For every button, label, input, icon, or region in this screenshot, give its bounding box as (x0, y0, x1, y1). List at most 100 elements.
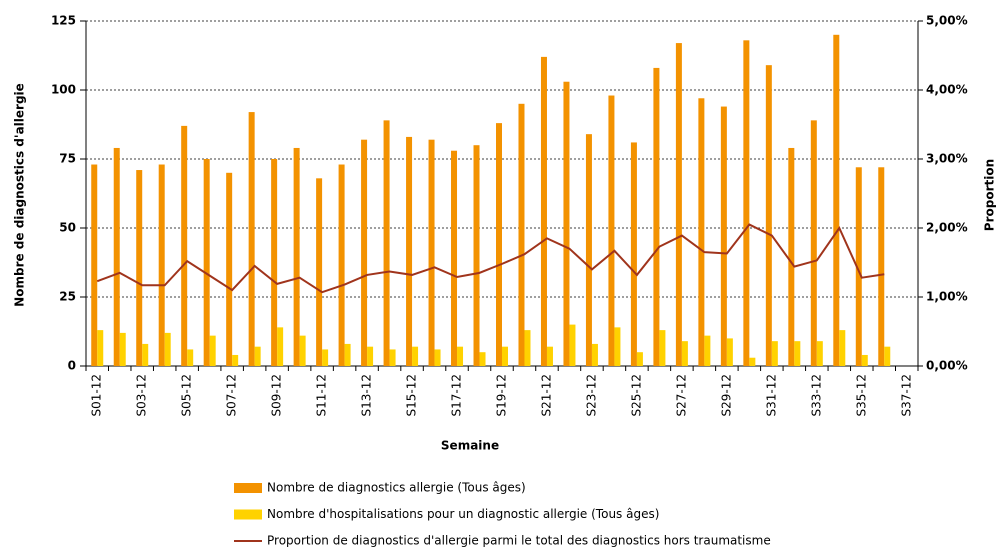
bar (406, 136, 413, 366)
legend-swatch (234, 509, 262, 520)
y-tick-label: 0 (68, 359, 76, 373)
bar (299, 335, 306, 366)
x-tick-label: S03-12 (135, 374, 149, 417)
bar (698, 98, 705, 366)
x-tick-label: S37-12 (899, 374, 913, 417)
bar (810, 120, 817, 366)
bar (457, 346, 464, 366)
bar (630, 142, 637, 366)
bar (816, 341, 823, 366)
bar (277, 327, 284, 366)
bar (209, 335, 216, 366)
bar (636, 352, 643, 366)
bar (614, 327, 621, 366)
x-tick-label: S23-12 (584, 374, 598, 417)
x-tick-label: S11-12 (315, 374, 329, 417)
bar (743, 40, 750, 366)
bar (344, 343, 351, 366)
bar (771, 341, 778, 366)
x-tick-label: S25-12 (629, 374, 643, 417)
bar (502, 346, 508, 366)
bar (659, 330, 666, 366)
bar (164, 332, 171, 366)
line (96, 223, 885, 294)
x-tick-label: S31-12 (764, 374, 778, 417)
bar (434, 349, 441, 366)
bar (496, 123, 502, 367)
bar (524, 330, 531, 366)
bar (271, 159, 278, 366)
y2-tick-label: 3,00% (926, 152, 968, 166)
y2-axis-label: Proportion (983, 159, 997, 231)
legend-label: Nombre d'hospitalisations pour un diagno… (267, 507, 659, 521)
bar (546, 346, 553, 366)
bar (412, 346, 419, 366)
bar (878, 167, 885, 366)
bar (563, 81, 570, 366)
x-tick-label: S17-12 (450, 374, 464, 417)
x-tick-label: S13-12 (360, 374, 374, 417)
x-tick-label: S07-12 (225, 374, 239, 417)
bar (428, 139, 435, 366)
legend-swatch (234, 483, 262, 493)
bar (749, 357, 756, 366)
x-tick-label: S19-12 (495, 374, 509, 417)
x-tick-label: S33-12 (809, 374, 823, 417)
x-tick-label: S05-12 (180, 374, 194, 417)
bar (591, 343, 598, 366)
y-tick-label: 25 (59, 290, 76, 304)
bar (451, 150, 458, 366)
bar (181, 125, 188, 366)
bar (361, 139, 368, 366)
x-tick-label: S27-12 (674, 374, 688, 417)
bar (91, 164, 98, 366)
x-tick-label: S15-12 (405, 374, 419, 417)
bar (861, 354, 868, 366)
bar (136, 170, 143, 366)
bar (794, 341, 801, 366)
bar (389, 349, 396, 366)
bar (226, 172, 233, 366)
legend-label: Nombre de diagnostics allergie (Tous âge… (267, 481, 526, 495)
y2-tick-label: 0,00% (926, 359, 968, 373)
y-tick-label: 125 (51, 14, 76, 28)
x-axis-label: Semaine (441, 439, 499, 453)
x-tick-label: S09-12 (270, 374, 284, 417)
bar (788, 147, 795, 366)
bar (293, 147, 300, 366)
bar (704, 335, 711, 366)
x-tick-label: S21-12 (539, 374, 553, 417)
bar (608, 95, 615, 367)
legend-label: Proportion de diagnostics d'allergie par… (267, 534, 771, 547)
bar (720, 106, 727, 366)
bar (518, 103, 525, 367)
y2-tick-label: 1,00% (926, 290, 968, 304)
y-tick-label: 100 (51, 83, 76, 97)
bar (383, 120, 390, 366)
y2-tick-label: 2,00% (926, 221, 968, 235)
bar (248, 112, 255, 366)
bar (97, 330, 104, 366)
bar (585, 134, 592, 366)
y-tick-label: 75 (59, 152, 76, 166)
bar (479, 352, 486, 366)
bar (473, 145, 480, 366)
bar (158, 164, 165, 366)
bar (675, 43, 682, 367)
bar (113, 147, 120, 366)
x-tick-label: S35-12 (854, 374, 868, 417)
y2-tick-label: 5,00% (926, 14, 968, 28)
bar (726, 338, 733, 366)
bar (765, 65, 772, 366)
bar (119, 332, 126, 366)
y2-tick-label: 4,00% (926, 83, 968, 97)
bar (833, 34, 840, 367)
bar (884, 346, 891, 366)
bar (367, 346, 374, 366)
bar (232, 354, 239, 366)
bar (316, 178, 323, 366)
bar (540, 56, 547, 366)
bar (142, 343, 149, 366)
x-tick-label: S01-12 (90, 374, 104, 417)
